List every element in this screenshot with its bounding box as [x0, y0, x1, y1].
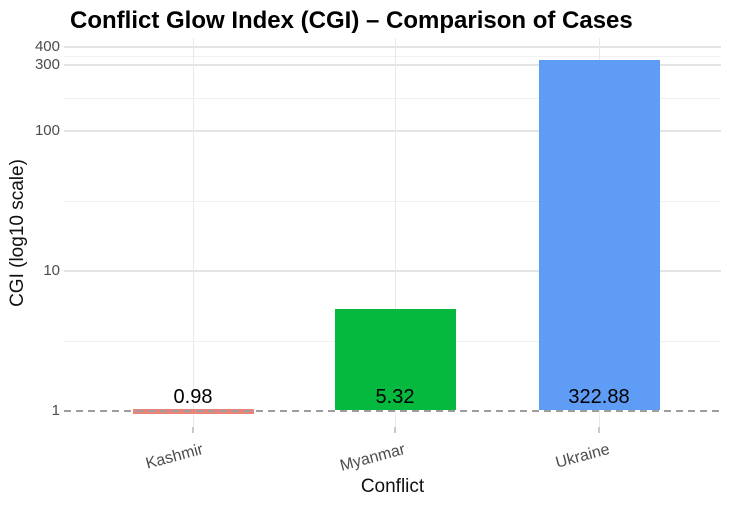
y-tick-label: 100 [34, 122, 60, 140]
x-category-label: Myanmar [338, 441, 408, 475]
vertical-gridline [395, 38, 396, 427]
x-category-label: Kashmir [144, 441, 206, 473]
major-gridline [64, 269, 721, 272]
y-tick-label: 400 [34, 38, 60, 56]
bar-value-label: 0.98 [173, 386, 213, 408]
bar-value-label: 5.32 [375, 386, 415, 408]
major-gridline [64, 130, 721, 133]
reference-line [64, 409, 721, 412]
bar-value-label: 322.88 [568, 386, 630, 408]
vertical-gridline [193, 38, 194, 427]
x-axis-title: Conflict [360, 476, 425, 497]
minor-gridline [64, 55, 721, 57]
x-category-label: Ukraine [553, 441, 612, 472]
x-tick-mark [192, 427, 194, 433]
y-tick-label: 10 [43, 261, 60, 279]
minor-gridline [64, 201, 721, 203]
bar-myanmar [334, 309, 456, 411]
bar-ukraine [538, 60, 660, 411]
chart-title: Conflict Glow Index (CGI) – Comparison o… [70, 7, 633, 34]
major-gridline [64, 46, 721, 49]
x-tick-mark [394, 427, 396, 433]
x-tick-mark [598, 427, 600, 433]
y-tick-label: 1 [51, 401, 60, 419]
y-tick-label: 300 [34, 55, 60, 73]
major-gridline [64, 63, 721, 66]
minor-gridline [64, 97, 721, 99]
